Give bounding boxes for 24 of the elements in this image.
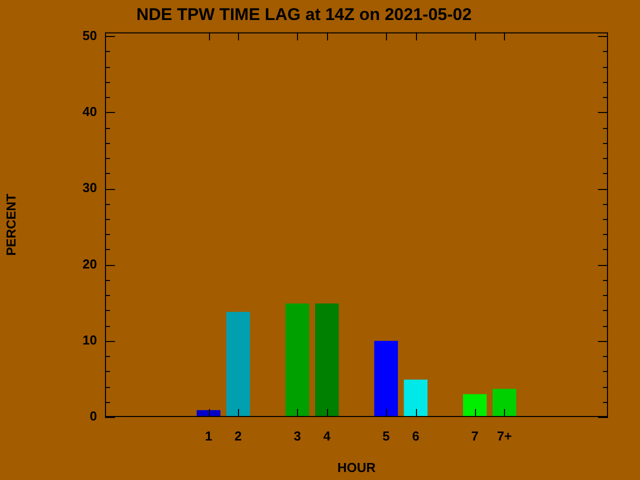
x-axis-title: HOUR: [337, 460, 376, 475]
x-tick-label: 1: [204, 428, 212, 444]
y-tick-label: 0: [90, 408, 97, 424]
bar: [463, 394, 487, 417]
bar: [285, 304, 310, 417]
bar: [374, 340, 398, 417]
bar: [315, 304, 339, 417]
y-tick-label: 50: [82, 28, 97, 43]
y-tick-label: 10: [82, 332, 97, 348]
y-tick-label: 20: [82, 256, 97, 272]
y-tick-label: 30: [82, 180, 97, 196]
x-tick-label: 4: [323, 428, 332, 444]
y-tick-label: 40: [82, 104, 97, 119]
bar: [492, 388, 516, 417]
x-tick-label: 6: [412, 428, 420, 444]
x-tick-label: 7+: [497, 428, 512, 444]
bar: [226, 312, 250, 417]
x-tick-label: 2: [234, 428, 242, 444]
y-axis-title: PERCENT: [3, 194, 18, 256]
chart-title: NDE TPW TIME LAG at 14Z on 2021-05-02: [136, 4, 472, 24]
bar: [404, 380, 428, 417]
x-tick-label: 5: [382, 428, 390, 444]
x-tick-label: 7: [471, 428, 478, 444]
x-tick-label: 3: [294, 428, 301, 444]
